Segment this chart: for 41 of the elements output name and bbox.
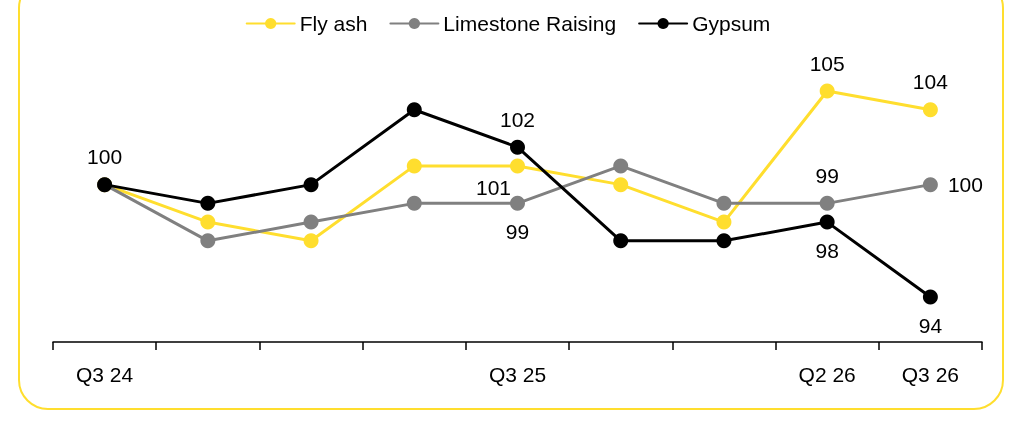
point xyxy=(406,195,422,211)
data-label: 94 xyxy=(918,313,943,337)
point xyxy=(510,195,525,211)
point xyxy=(922,289,938,305)
point xyxy=(510,139,525,155)
x-tick-label: Q3 24 xyxy=(76,363,134,386)
point xyxy=(510,158,525,174)
point xyxy=(922,177,938,193)
point xyxy=(303,233,319,249)
point xyxy=(613,158,629,174)
point xyxy=(613,233,629,249)
point xyxy=(200,195,216,211)
point xyxy=(819,195,835,211)
point xyxy=(716,214,732,230)
data-label: 101 xyxy=(475,176,512,200)
point xyxy=(819,214,835,230)
legend-label: Limestone Raising xyxy=(443,12,617,35)
data-label: 105 xyxy=(809,51,845,75)
point xyxy=(819,83,835,99)
legend-label: Gypsum xyxy=(692,12,771,35)
x-tick-label: Q3 25 xyxy=(488,363,547,386)
data-label: 99 xyxy=(505,219,530,243)
data-label: 100 xyxy=(87,145,123,169)
point xyxy=(200,214,216,230)
point xyxy=(406,102,422,118)
point xyxy=(716,233,732,249)
point xyxy=(406,158,422,174)
point xyxy=(613,177,629,193)
data-label: 102 xyxy=(499,107,536,131)
x-tick-label: Q2 26 xyxy=(798,363,856,386)
point xyxy=(303,177,319,193)
data-label: 99 xyxy=(815,163,839,187)
legend-label: Fly ash xyxy=(299,12,368,35)
point xyxy=(922,102,938,118)
data-label: 98 xyxy=(815,238,839,262)
data-label: 100 xyxy=(947,173,983,197)
data-label: 104 xyxy=(912,70,949,94)
point xyxy=(200,233,216,249)
x-tick-label: Q3 26 xyxy=(901,363,959,386)
point xyxy=(303,214,319,230)
point xyxy=(716,195,732,211)
